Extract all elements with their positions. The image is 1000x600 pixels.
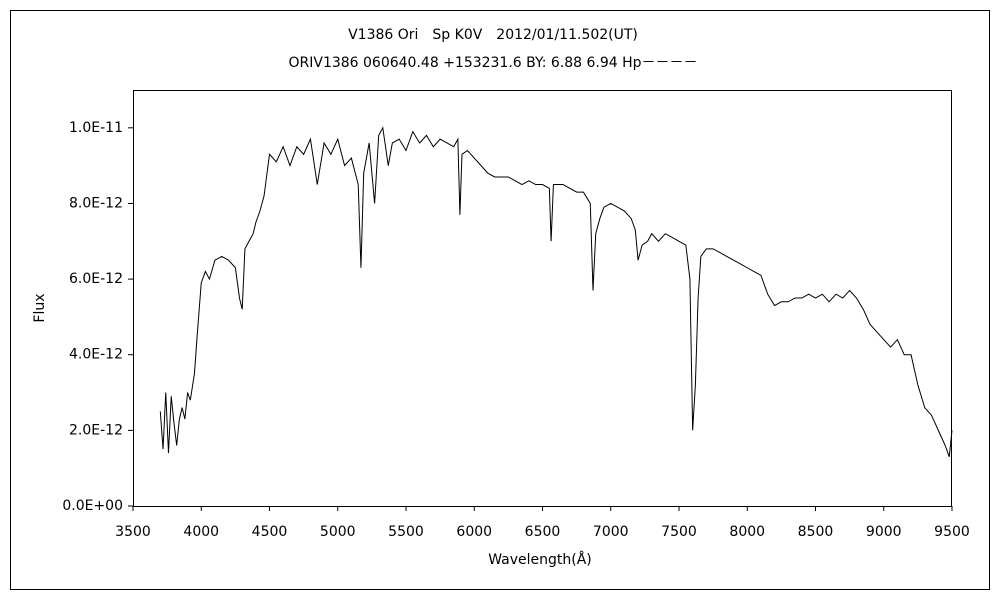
chart-title: V1386 Ori Sp K0V 2012/01/11.502(UT) — [348, 27, 638, 43]
y-tick-label: 0.0E+00 — [62, 498, 123, 514]
x-tick-label: 6000 — [456, 524, 492, 540]
x-tick-label: 7500 — [661, 524, 697, 540]
spectrum-line — [159, 126, 953, 458]
y-axis-label: Flux — [32, 293, 48, 322]
x-tick-label: 8000 — [729, 524, 765, 540]
x-tick-label: 6500 — [525, 524, 561, 540]
chart-subtitle: ORIV1386 060640.48 +153231.6 BY: 6.88 6.… — [288, 55, 697, 71]
x-tick-label: 7000 — [593, 524, 629, 540]
x-axis-label: Wavelength(Å) — [488, 551, 592, 568]
x-tick-label: 9000 — [866, 524, 902, 540]
y-tick-label: 8.0E-12 — [69, 195, 123, 211]
y-tick-label: 6.0E-12 — [69, 271, 123, 287]
chart-frame — [10, 10, 990, 590]
y-tick-label: 4.0E-12 — [69, 347, 123, 363]
x-tick-label: 3500 — [115, 524, 151, 540]
x-tick-label: 4000 — [183, 524, 219, 540]
x-tick-label: 5500 — [388, 524, 424, 540]
x-tick-label: 8500 — [798, 524, 834, 540]
x-tick-label: 4500 — [252, 524, 288, 540]
y-tick-label: 2.0E-12 — [69, 422, 123, 438]
y-tick-label: 1.0E-11 — [69, 120, 123, 136]
x-tick-label: 9500 — [934, 524, 970, 540]
x-tick-label: 5000 — [320, 524, 356, 540]
